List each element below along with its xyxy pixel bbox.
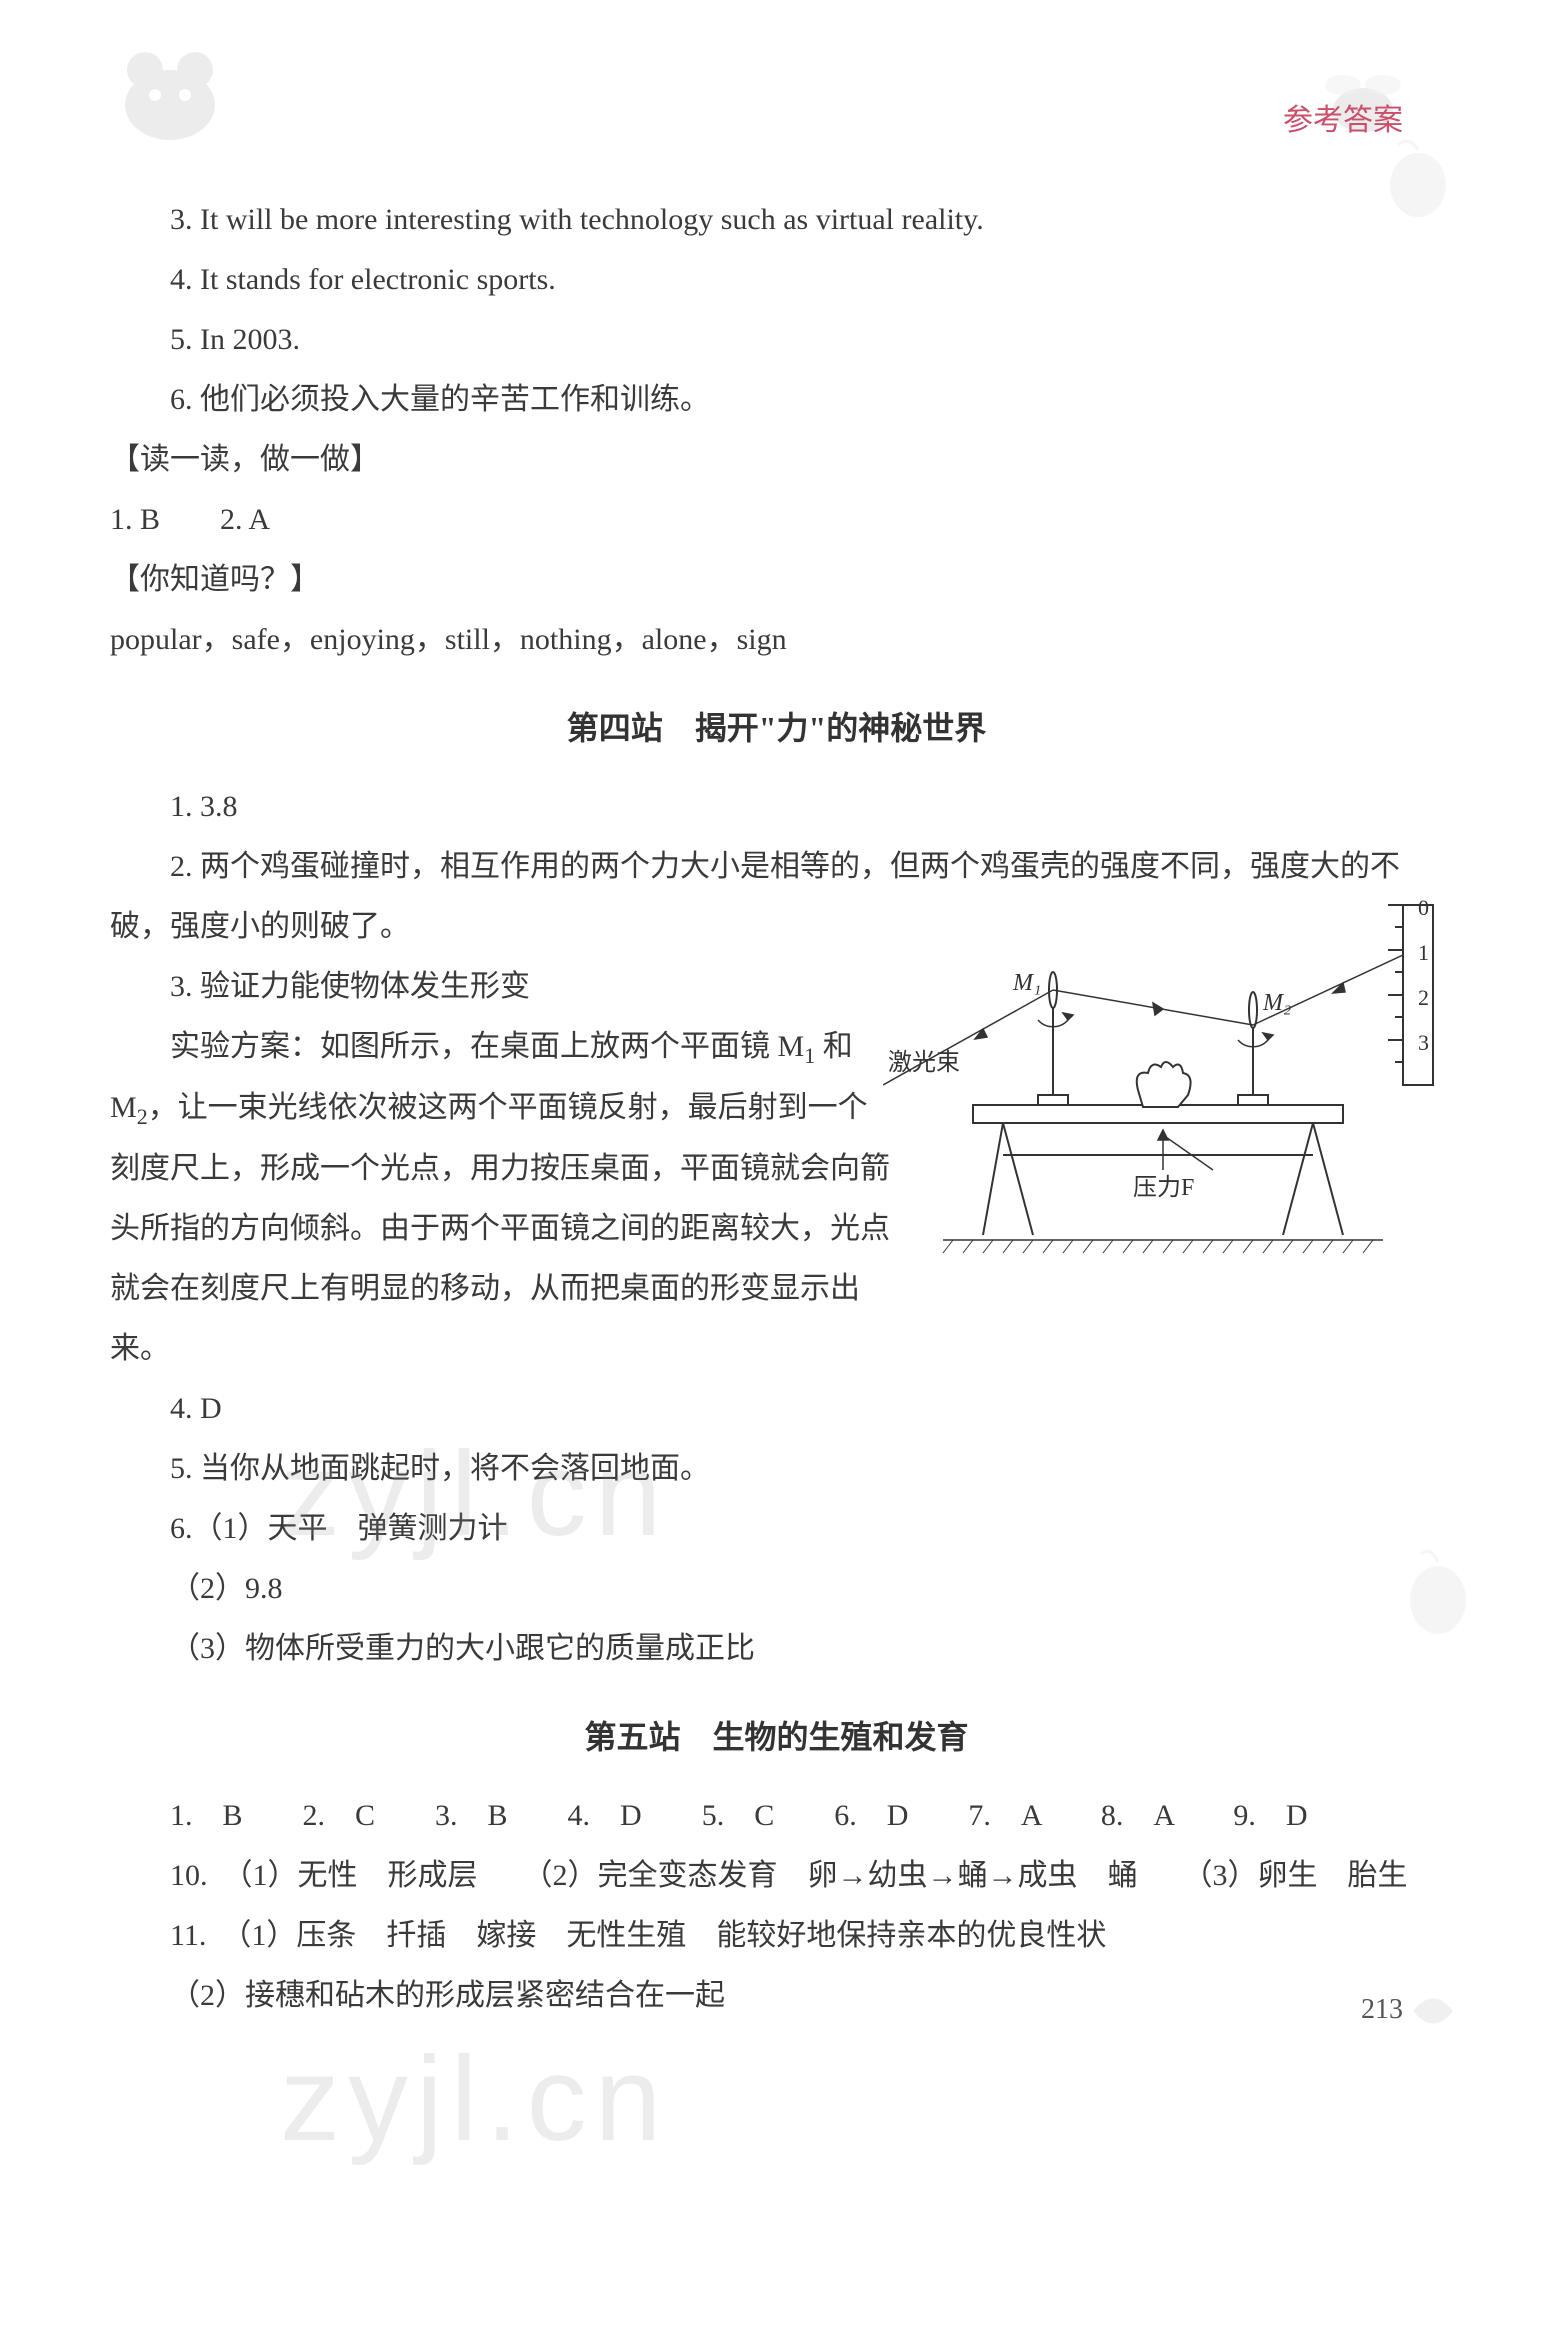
watermark: zyjl.cn — [280, 2030, 669, 2168]
answer-line: 4. It stands for electronic sports. — [110, 250, 1443, 310]
scale-label: 0 — [1418, 895, 1429, 920]
answer-line: 6. 他们必须投入大量的辛苦工作和训练。 — [110, 370, 1443, 430]
answer-line: 6.（1）天平 弹簧测力计 — [110, 1499, 1443, 1559]
force-label: 压力F — [1133, 1174, 1194, 1201]
answer-line: （2）接穗和砧木的形成层紧密结合在一起 — [110, 1966, 1443, 2026]
answer-line: 1. B 2. A — [110, 490, 1443, 550]
decorative-footer — [1403, 1981, 1463, 2041]
answer-line: 5. 当你从地面跳起时，将不会落回地面。 — [110, 1439, 1443, 1499]
section-4-title: 第四站 揭开"力"的神秘世界 — [110, 690, 1443, 767]
page-number: 213 — [1361, 1994, 1403, 2026]
scale-label: 3 — [1418, 1030, 1429, 1055]
decorative-berry-side — [1403, 1540, 1473, 1640]
answer-line: 10. （1）无性 形成层 （2）完全变态发育 卵→幼虫→蛹→成虫 蛹 （3）卵… — [110, 1846, 1443, 1906]
answer-line: （2）9.8 — [110, 1559, 1443, 1619]
answer-line: 1. B 2. C 3. B 4. D 5. C 6. D 7. A 8. A … — [110, 1786, 1443, 1846]
answer-line: 11. （1）压条 扦插 嫁接 无性生殖 能较好地保持亲本的优良性状 — [110, 1906, 1443, 1966]
answer-line: 1. 3.8 — [110, 777, 1443, 837]
decorative-berry — [1383, 130, 1453, 220]
section-5-title: 第五站 生物的生殖和发育 — [110, 1699, 1443, 1776]
decorative-raccoon — [100, 40, 240, 160]
answer-line: 3. It will be more interesting with tech… — [110, 190, 1443, 250]
subscript: 1 — [804, 1043, 815, 1068]
laser-label: 激光束 — [888, 1049, 960, 1076]
answer-paragraph: 实验方案：如图所示，在桌面上放两个平面镜 M1 和 M2，让一束光线依次被这两个… — [110, 1017, 890, 1379]
mirror-1-label: M₁ — [1012, 970, 1041, 996]
answer-line: 5. In 2003. — [110, 310, 1443, 370]
answer-line: 3. 验证力能使物体发生形变 — [110, 957, 890, 1017]
mirror-2-label: M₂ — [1262, 990, 1291, 1016]
scale-label: 1 — [1418, 940, 1429, 965]
text-fragment: 实验方案：如图所示，在桌面上放两个平面镜 M — [170, 1030, 804, 1063]
subscript: 2 — [137, 1104, 148, 1129]
answer-line: 4. D — [110, 1379, 1443, 1439]
answer-line: popular，safe，enjoying，still，nothing，alon… — [110, 610, 1443, 670]
scale-label: 2 — [1418, 985, 1429, 1010]
subsection-title: 【读一读，做一做】 — [110, 430, 1443, 490]
text-fragment: ，让一束光线依次被这两个平面镜反射，最后射到一个刻度尺上，形成一个光点，用力按压… — [110, 1091, 890, 1365]
subsection-title: 【你知道吗？】 — [110, 550, 1443, 610]
answer-line: （3）物体所受重力的大小跟它的质量成正比 — [110, 1619, 1443, 1679]
physics-diagram: 0 1 2 3 — [883, 895, 1443, 1265]
